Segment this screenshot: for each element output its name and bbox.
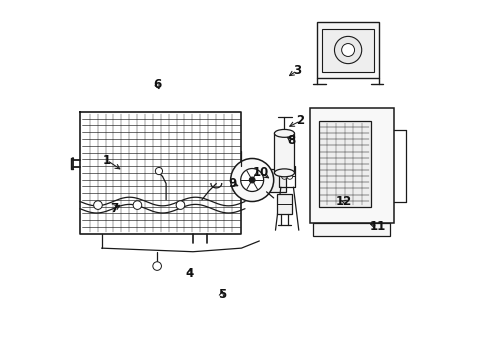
Ellipse shape: [274, 130, 294, 137]
Circle shape: [287, 174, 293, 179]
Text: 3: 3: [293, 64, 301, 77]
Text: 12: 12: [336, 195, 352, 208]
Circle shape: [153, 262, 161, 270]
Text: 6: 6: [153, 78, 161, 91]
Text: 4: 4: [185, 267, 194, 280]
Bar: [313, 223, 390, 235]
Circle shape: [241, 168, 264, 192]
Circle shape: [155, 167, 163, 175]
Circle shape: [342, 44, 355, 57]
Bar: [310, 108, 394, 223]
Circle shape: [94, 201, 102, 210]
Text: 7: 7: [110, 202, 118, 215]
Bar: [322, 29, 374, 72]
Text: 5: 5: [218, 288, 226, 301]
Circle shape: [335, 36, 362, 64]
Circle shape: [282, 174, 287, 179]
Text: 2: 2: [296, 114, 305, 127]
Circle shape: [176, 201, 185, 210]
Bar: [276, 194, 293, 214]
Ellipse shape: [274, 169, 294, 177]
Circle shape: [249, 177, 255, 183]
Bar: [274, 134, 294, 173]
Text: 9: 9: [228, 177, 237, 190]
Circle shape: [133, 201, 142, 210]
Bar: [317, 22, 379, 78]
Circle shape: [231, 158, 274, 202]
Text: 11: 11: [369, 220, 386, 233]
Bar: [318, 121, 370, 207]
Text: 8: 8: [288, 134, 296, 147]
Bar: [259, 168, 286, 192]
Text: 10: 10: [253, 166, 270, 179]
Text: 1: 1: [103, 154, 111, 167]
